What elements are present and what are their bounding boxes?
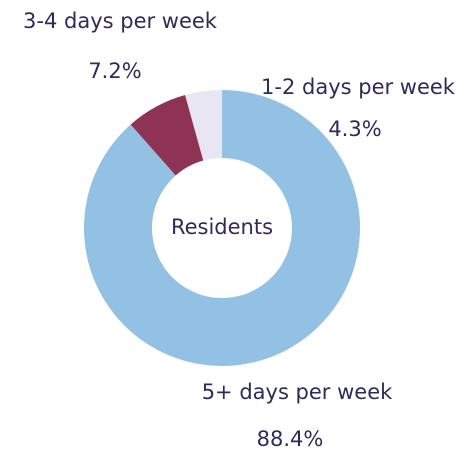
- slice-label: 5+ days per week: [202, 380, 393, 404]
- slice-label: 3-4 days per week: [23, 9, 218, 33]
- slice: [185, 90, 222, 161]
- slice: [83, 90, 360, 366]
- slice-label: 1-2 days per week: [261, 75, 456, 99]
- slice: [130, 95, 204, 176]
- slice-value: 4.3%: [328, 117, 381, 141]
- slice-value: 88.4%: [257, 427, 324, 451]
- slice-value: 7.2%: [88, 59, 141, 83]
- center-label: Residents: [171, 215, 273, 239]
